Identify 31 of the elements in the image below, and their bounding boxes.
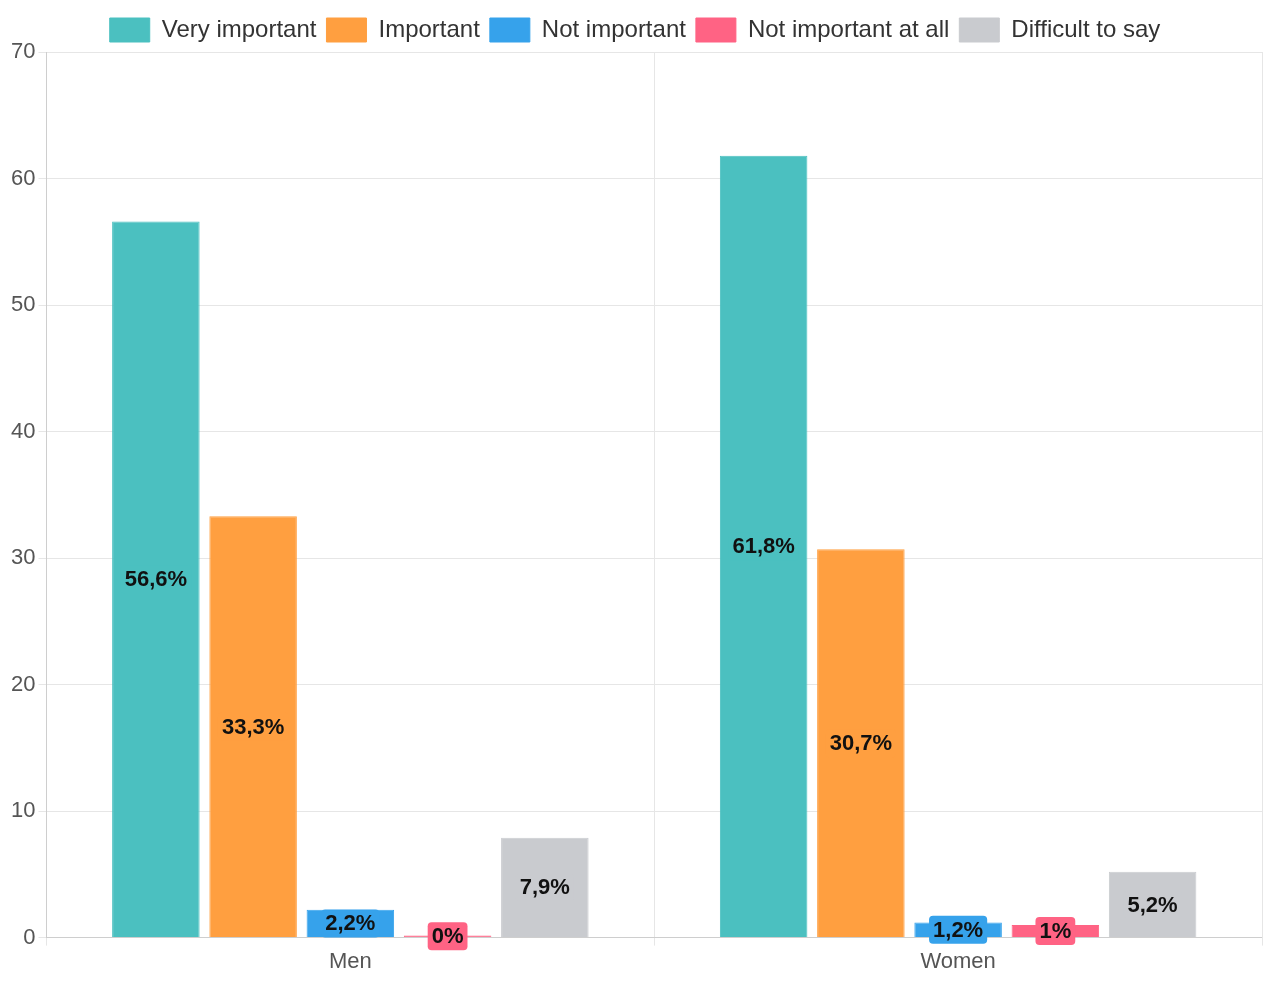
data-label: 30,7% (829, 730, 893, 756)
y-tick-label: 20 (10, 670, 36, 696)
data-label: 1% (1039, 918, 1072, 944)
data-label: 56,6% (124, 566, 188, 592)
legend-label: Not important (541, 14, 687, 42)
y-tick-label: 40 (10, 417, 36, 443)
data-label: 5,2% (1127, 891, 1178, 917)
bar (501, 837, 589, 938)
legend-label: Not important at all (747, 14, 950, 42)
legend-label: Very important (161, 14, 317, 42)
legend-label: Difficult to say (1011, 14, 1161, 42)
bar (112, 221, 200, 938)
y-tick-label: 10 (10, 797, 36, 823)
y-tick-label: 60 (10, 164, 36, 190)
data-label: 0% (431, 923, 464, 949)
bar (817, 549, 905, 938)
y-tick-label: 70 (10, 38, 36, 64)
data-label: 61,8% (732, 533, 795, 559)
x-tick-label: Women (920, 947, 996, 973)
data-label: 33,3% (221, 713, 285, 739)
data-label: 1,2% (933, 916, 984, 942)
bar (1108, 871, 1197, 938)
legend-label: Important (378, 14, 481, 42)
y-tick-label: 30 (10, 544, 36, 570)
bar (209, 516, 297, 938)
y-tick-label: 50 (10, 291, 36, 317)
y-tick-label: 0 (23, 923, 36, 949)
data-label: 2,2% (325, 910, 376, 936)
data-label: 7,9% (519, 874, 570, 900)
bar (719, 155, 808, 938)
x-tick-label: Men (328, 947, 372, 973)
